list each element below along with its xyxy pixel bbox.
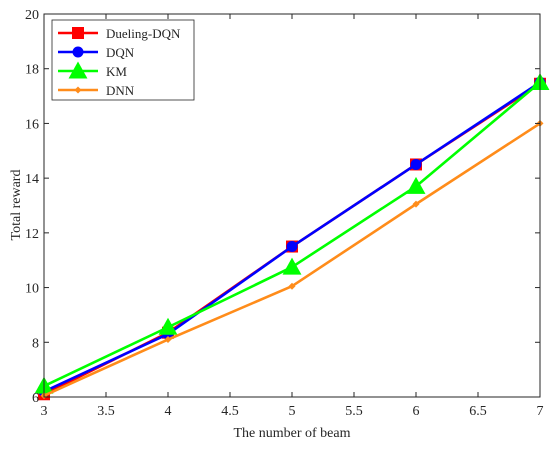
data-point-dnn	[164, 336, 172, 344]
legend-item-dnn: DNN	[58, 83, 135, 98]
legend-label: DNN	[106, 83, 135, 98]
data-point-km	[158, 317, 178, 335]
y-tick-label: 18	[25, 63, 39, 78]
data-point-dnn	[412, 200, 420, 208]
legend-item-dueling-dqn: Dueling-DQN	[58, 26, 181, 41]
legend-item-dqn: DQN	[58, 45, 135, 60]
x-tick-label: 6	[413, 404, 420, 419]
data-point-dnn	[288, 282, 296, 290]
legend-label: KM	[106, 64, 127, 79]
y-tick-label: 10	[25, 282, 39, 297]
data-point-dqn	[410, 158, 422, 170]
data-point-km	[406, 176, 426, 194]
legend-item-km: KM	[58, 61, 127, 79]
legend-marker	[72, 27, 84, 39]
x-tick-label: 3.5	[97, 404, 115, 419]
x-tick-label: 4.5	[221, 404, 239, 419]
y-tick-label: 8	[32, 336, 39, 351]
legend-marker	[74, 86, 82, 94]
x-tick-label: 6.5	[469, 404, 487, 419]
data-point-dqn	[286, 241, 298, 253]
y-axis-title: Total reward	[9, 170, 24, 241]
x-tick-label: 4	[165, 404, 172, 419]
legend-label: Dueling-DQN	[106, 26, 181, 41]
y-tick-label: 20	[25, 8, 39, 23]
x-tick-label: 5	[289, 404, 296, 419]
legend: Dueling-DQN DQN KM DNN	[51, 19, 195, 101]
legend-marker	[68, 61, 88, 79]
x-axis-title: The number of beam	[233, 426, 350, 441]
y-tick-label: 16	[25, 117, 39, 132]
x-tick-label: 7	[537, 404, 544, 419]
legend-label: DQN	[106, 45, 135, 60]
data-point-km	[282, 257, 302, 275]
x-tick-label: 3	[41, 404, 48, 419]
y-tick-label: 6	[32, 391, 39, 406]
x-tick-label: 5.5	[345, 404, 363, 419]
y-tick-label: 12	[25, 227, 39, 242]
legend-marker	[72, 46, 84, 58]
y-tick-label: 14	[25, 172, 39, 187]
tick-layer: 3 3.5 4 4.5 5 5.5 6 6.5 7 6 8 10 12 14 16 18 20	[25, 8, 544, 419]
